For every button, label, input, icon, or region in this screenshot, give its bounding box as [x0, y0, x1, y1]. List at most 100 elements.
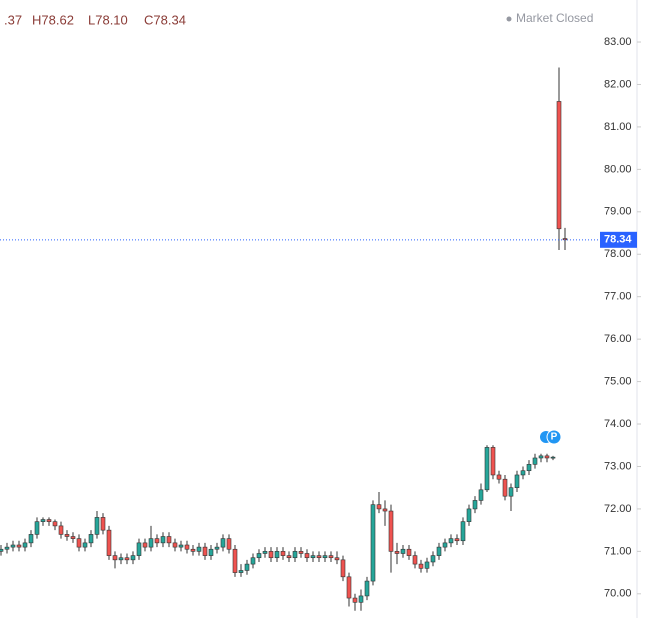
candle-body	[136, 542, 142, 556]
candle-body	[250, 557, 256, 565]
y-tick-label: 74.00	[604, 418, 632, 430]
candle-body	[196, 546, 202, 552]
candle-body	[130, 555, 136, 561]
ohlc-low: L78.10	[88, 12, 128, 27]
candle-body	[460, 521, 466, 542]
candle-body	[178, 544, 184, 548]
candle-body	[388, 510, 394, 552]
candle-body	[112, 555, 118, 561]
candle-body	[40, 519, 46, 522]
candle-body	[262, 551, 268, 554]
candle-body	[322, 555, 328, 559]
ohlc-open: .37	[4, 12, 22, 27]
y-tick-label: 81.00	[604, 121, 632, 133]
candle-body	[184, 544, 190, 550]
y-tick-label: 72.00	[604, 503, 632, 515]
candle-body	[424, 561, 430, 569]
candle-body	[100, 517, 106, 531]
candle-body	[238, 570, 244, 573]
y-tick-label: 83.00	[604, 36, 632, 48]
candle-body	[376, 504, 382, 510]
ohlc-high: H78.62	[32, 12, 74, 27]
candle-body	[298, 551, 304, 554]
candle-body	[172, 542, 178, 548]
candle-body	[88, 534, 94, 544]
marker-bubble[interactable]	[546, 429, 562, 445]
candle-body	[34, 521, 40, 535]
candle-body	[448, 538, 454, 544]
candle-body	[52, 521, 58, 527]
y-tick-label: 73.00	[604, 460, 632, 472]
candle-body	[418, 563, 424, 569]
candle-body	[316, 555, 322, 559]
candle-body	[76, 538, 82, 548]
candle-body	[64, 534, 70, 537]
candle-body	[202, 546, 208, 556]
candle-body	[454, 538, 460, 542]
candle-body	[124, 557, 130, 561]
candle-body	[490, 447, 496, 476]
candle-body	[142, 542, 148, 548]
candle-body	[496, 474, 502, 480]
candle-body	[400, 548, 406, 554]
candle-body	[4, 546, 10, 550]
candle-body	[394, 551, 400, 554]
candle-body	[160, 536, 166, 544]
candle-body	[484, 447, 490, 491]
candle-body	[370, 504, 376, 582]
candle-body	[406, 548, 412, 556]
candle-body	[268, 551, 274, 559]
candle-body	[22, 542, 28, 548]
marker-label[interactable]: P	[551, 432, 558, 443]
y-tick-label: 75.00	[604, 375, 632, 387]
candle-body	[430, 555, 436, 563]
candle-body	[304, 553, 310, 559]
candle-body	[148, 538, 154, 548]
candle-body	[70, 536, 76, 539]
candle-body	[352, 597, 358, 603]
y-tick-label: 80.00	[604, 163, 632, 175]
candle-body	[346, 576, 352, 599]
candle-body	[334, 557, 340, 561]
candle-body	[166, 536, 172, 544]
candle-body	[280, 551, 286, 556]
candle-body	[28, 534, 34, 544]
candle-body	[502, 478, 508, 497]
candle-body	[226, 538, 232, 550]
candle-body	[472, 500, 478, 510]
candle-body	[382, 508, 388, 512]
y-tick-label: 82.00	[604, 78, 632, 90]
candle-body	[214, 546, 220, 550]
candle-body	[154, 538, 160, 544]
candle-body	[466, 508, 472, 522]
candle-body	[328, 555, 334, 559]
candle-body	[232, 548, 238, 573]
y-tick-label: 78.00	[604, 248, 632, 260]
ohlc-close: C78.34	[144, 12, 186, 27]
candle-body	[364, 580, 370, 597]
candle-body	[538, 455, 544, 459]
y-tick-label: 71.00	[604, 545, 632, 557]
candle-body	[292, 551, 298, 559]
y-tick-label: 70.00	[604, 588, 632, 600]
candle-body	[106, 529, 112, 556]
status-dot	[506, 16, 512, 22]
candle-body	[532, 457, 538, 465]
last-price-box	[600, 231, 637, 248]
candle-body	[436, 546, 442, 556]
candle-body	[256, 553, 262, 559]
candle-body	[94, 517, 100, 535]
candle-body	[10, 544, 16, 548]
candle-body	[544, 455, 550, 459]
candle-body	[208, 548, 214, 556]
candle-body	[442, 542, 448, 548]
candle-body	[520, 470, 526, 476]
candle-body	[82, 542, 88, 548]
candle-body	[118, 557, 124, 561]
candle-body	[46, 519, 52, 522]
candle-body	[0, 548, 4, 552]
candle-body	[286, 555, 292, 559]
candle-body	[550, 456, 556, 459]
candle-body	[508, 487, 514, 497]
